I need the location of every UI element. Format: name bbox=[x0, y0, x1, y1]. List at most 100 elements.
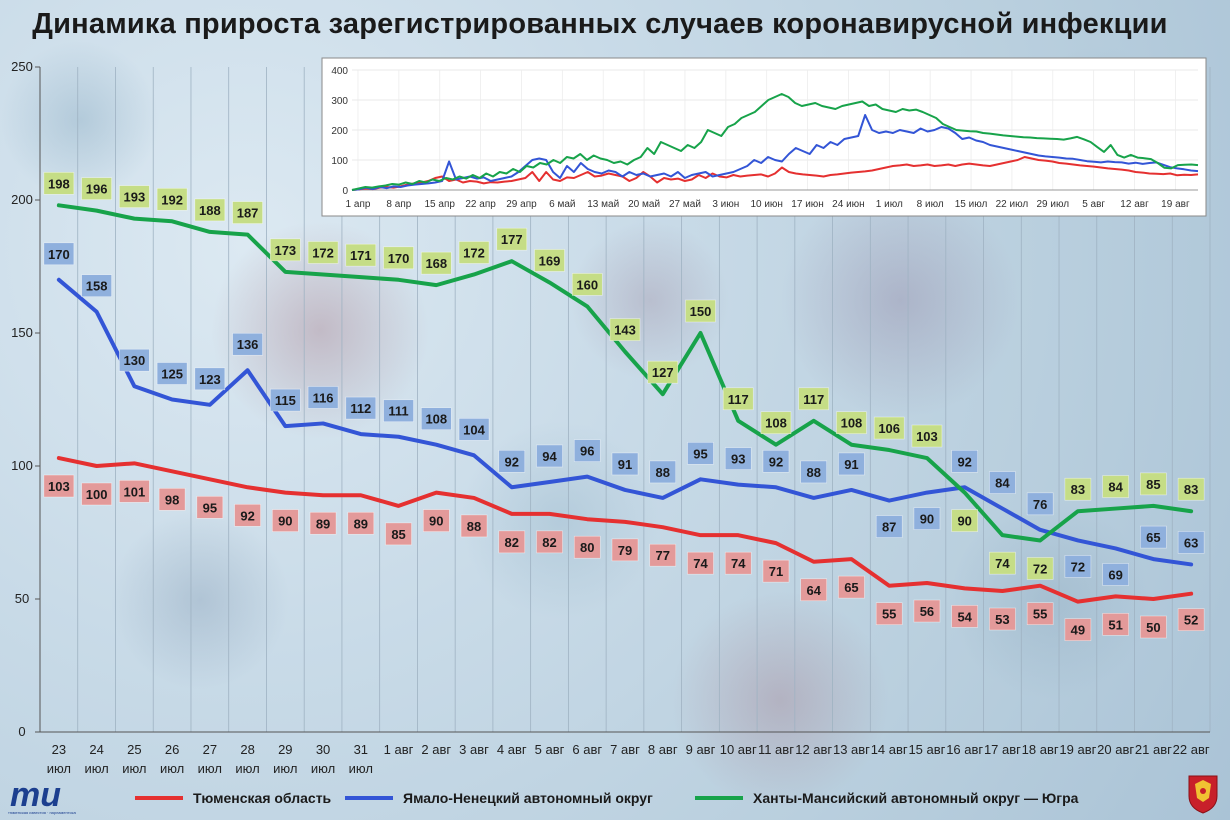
virus-particle bbox=[670, 590, 890, 810]
data-label: 56 bbox=[913, 599, 941, 623]
data-label: 91 bbox=[611, 452, 639, 476]
data-label-box bbox=[762, 449, 790, 473]
data-label: 63 bbox=[1177, 531, 1205, 554]
data-label-text: 150 bbox=[690, 304, 712, 319]
x-tick-label: 4 авг bbox=[497, 742, 527, 757]
data-label: 172 bbox=[307, 241, 339, 264]
data-label-box bbox=[420, 251, 452, 275]
inset-x-tick-label: 3 июн bbox=[712, 199, 739, 210]
data-label-box bbox=[345, 396, 377, 420]
data-label-box bbox=[81, 274, 112, 298]
data-label-box bbox=[1064, 555, 1092, 578]
x-tick-label: июл bbox=[349, 761, 373, 776]
data-label-text: 80 bbox=[580, 540, 594, 555]
data-label-text: 91 bbox=[618, 457, 632, 472]
data-label-text: 88 bbox=[806, 465, 820, 480]
inset-x-tick-label: 17 июн bbox=[791, 199, 824, 210]
data-label-text: 187 bbox=[237, 206, 259, 221]
data-label: 188 bbox=[194, 198, 226, 222]
data-label-text: 64 bbox=[806, 583, 821, 598]
data-label: 123 bbox=[194, 367, 226, 391]
data-label-box bbox=[873, 416, 905, 440]
data-label-text: 76 bbox=[1033, 497, 1047, 512]
y-tick-label: 50 bbox=[15, 591, 29, 606]
data-label-text: 84 bbox=[1108, 480, 1123, 495]
x-tick-label: 24 bbox=[89, 742, 103, 757]
data-label: 104 bbox=[458, 418, 490, 441]
data-label-box bbox=[1026, 492, 1054, 516]
data-label: 55 bbox=[875, 602, 903, 626]
data-label-box bbox=[458, 241, 490, 264]
series-line-hmao bbox=[56, 203, 1194, 543]
data-label-box bbox=[760, 411, 792, 435]
data-label-box bbox=[498, 449, 526, 473]
data-label: 170 bbox=[383, 246, 414, 270]
data-label-text: 92 bbox=[769, 454, 783, 469]
data-label-box bbox=[232, 332, 263, 356]
data-label: 143 bbox=[609, 318, 641, 341]
data-label-text: 90 bbox=[920, 512, 934, 527]
data-label: 130 bbox=[119, 348, 150, 372]
data-label-text: 117 bbox=[803, 392, 824, 407]
data-label-box bbox=[119, 348, 150, 372]
data-label: 84 bbox=[989, 471, 1016, 494]
rospotrebnadzor-emblem-icon bbox=[1188, 775, 1218, 814]
data-label-box bbox=[762, 559, 790, 583]
data-label: 115 bbox=[270, 388, 301, 412]
data-label: 71 bbox=[762, 559, 790, 583]
data-label-text: 83 bbox=[1184, 482, 1198, 497]
data-label-box bbox=[573, 439, 601, 462]
inset-y-tick-label: 200 bbox=[331, 126, 348, 137]
data-label-box bbox=[1064, 618, 1092, 641]
data-label-box bbox=[1064, 477, 1092, 501]
data-label-text: 130 bbox=[124, 353, 146, 368]
data-label-text: 88 bbox=[467, 519, 481, 534]
x-tick-label: 30 bbox=[316, 742, 330, 757]
data-label-text: 193 bbox=[124, 190, 146, 205]
x-tick-label: 9 авг bbox=[686, 742, 716, 757]
data-label-text: 171 bbox=[350, 248, 372, 263]
data-label-text: 93 bbox=[731, 452, 745, 467]
x-tick-label: 28 bbox=[240, 742, 254, 757]
data-label: 82 bbox=[536, 530, 563, 554]
inset-x-tick-label: 10 июн bbox=[750, 199, 783, 210]
data-label-text: 90 bbox=[957, 514, 971, 529]
data-label-box bbox=[951, 605, 978, 628]
inset-x-tick-label: 6 май bbox=[549, 199, 575, 210]
data-label-text: 106 bbox=[878, 421, 900, 436]
data-label-text: 198 bbox=[48, 176, 70, 191]
data-label: 55 bbox=[1026, 602, 1054, 626]
data-label-text: 50 bbox=[1146, 620, 1160, 635]
data-label-box bbox=[611, 538, 639, 562]
data-label: 103 bbox=[911, 424, 943, 448]
data-label-text: 69 bbox=[1108, 567, 1122, 582]
data-label-box bbox=[800, 460, 828, 484]
data-label-text: 177 bbox=[501, 232, 523, 247]
data-label-text: 85 bbox=[391, 527, 405, 542]
data-label-box bbox=[649, 543, 677, 567]
data-label: 160 bbox=[571, 273, 603, 296]
virus-particle bbox=[110, 510, 290, 690]
data-label: 49 bbox=[1064, 618, 1092, 641]
data-label-box bbox=[43, 172, 75, 195]
data-label: 83 bbox=[1177, 477, 1205, 501]
x-tick-label: 8 авг bbox=[648, 742, 678, 757]
data-label-box bbox=[194, 198, 226, 222]
data-label-text: 100 bbox=[86, 487, 108, 502]
y-tick-label: 200 bbox=[11, 192, 33, 207]
data-label: 65 bbox=[1140, 525, 1167, 549]
data-label: 117 bbox=[722, 387, 754, 411]
data-label-box bbox=[119, 185, 150, 208]
x-tick-label: июл bbox=[122, 761, 146, 776]
data-label: 92 bbox=[498, 449, 526, 473]
inset-y-tick-label: 400 bbox=[331, 66, 348, 77]
data-label: 171 bbox=[345, 243, 377, 267]
data-label-box bbox=[724, 551, 752, 575]
series-line-tyumen bbox=[56, 456, 1194, 604]
x-tick-label: 26 bbox=[165, 742, 179, 757]
data-label-text: 108 bbox=[841, 416, 863, 431]
data-label: 76 bbox=[1026, 492, 1054, 516]
data-label-box bbox=[913, 599, 941, 623]
inset-x-tick-label: 8 июл bbox=[917, 199, 944, 210]
data-label-box bbox=[534, 249, 565, 272]
